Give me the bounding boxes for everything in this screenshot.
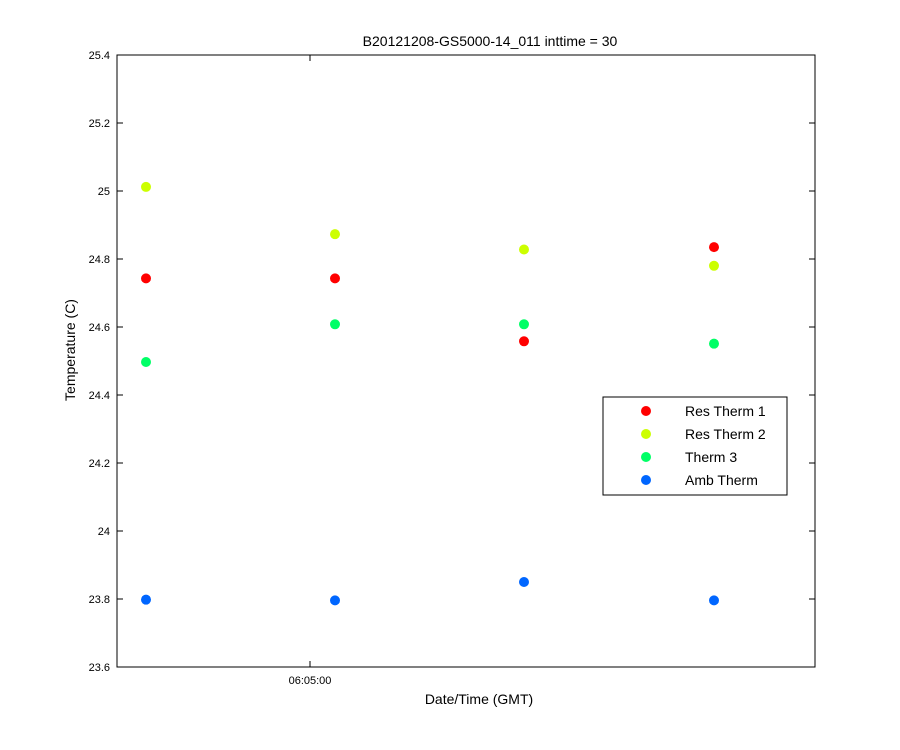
x-tick-label: 06:05:00: [289, 675, 332, 687]
data-point: [141, 273, 151, 284]
data-point: [330, 229, 340, 240]
data-point: [709, 260, 719, 271]
data-point: [330, 273, 340, 284]
data-point: [519, 319, 529, 330]
legend-label: Amb Therm: [685, 472, 758, 488]
y-tick-label: 25.2: [89, 118, 110, 130]
data-point: [709, 338, 719, 349]
data-point: [141, 181, 151, 192]
x-axis: 06:05:00: [289, 55, 332, 687]
legend-label: Therm 3: [685, 449, 737, 465]
legend-marker: [641, 452, 651, 462]
y-tick-label: 24: [98, 526, 110, 538]
x-axis-label: Date/Time (GMT): [425, 691, 533, 707]
y-tick-label: 24.2: [89, 458, 110, 470]
y-tick-label: 24.8: [89, 254, 110, 266]
y-tick-label: 24.4: [89, 390, 110, 402]
legend-box: [602, 396, 788, 496]
y-tick-label: 25: [98, 186, 110, 198]
y-tick-label: 25.4: [89, 50, 110, 62]
y-axis: 23.6 23.8 24 24.2 24.4 24.6 24.8 25 25.2 25.4: [89, 50, 815, 674]
legend-marker: [641, 429, 651, 439]
data-point: [330, 319, 340, 330]
data-point: [519, 244, 529, 255]
data-points: [141, 181, 719, 606]
legend: Res Therm 1 Res Therm 2 Therm 3 Amb Therm: [602, 396, 788, 496]
data-point: [709, 242, 719, 253]
data-point: [330, 595, 340, 606]
plot-area: [116, 54, 816, 668]
legend-label: Res Therm 1: [685, 403, 766, 419]
y-tick-label: 23.8: [89, 594, 110, 606]
legend-label: Res Therm 2: [685, 426, 766, 442]
data-point: [709, 595, 719, 606]
y-tick-label: 23.6: [89, 662, 110, 674]
y-axis-label: Temperature (C): [62, 299, 78, 401]
chart-title: B20121208-GS5000-14_011 inttime = 30: [363, 33, 618, 49]
data-point: [519, 577, 529, 587]
legend-marker: [641, 406, 651, 416]
data-point: [141, 594, 151, 605]
data-point: [519, 336, 529, 347]
y-tick-label: 24.6: [89, 322, 110, 334]
legend-marker: [641, 475, 651, 485]
data-point: [141, 357, 151, 368]
